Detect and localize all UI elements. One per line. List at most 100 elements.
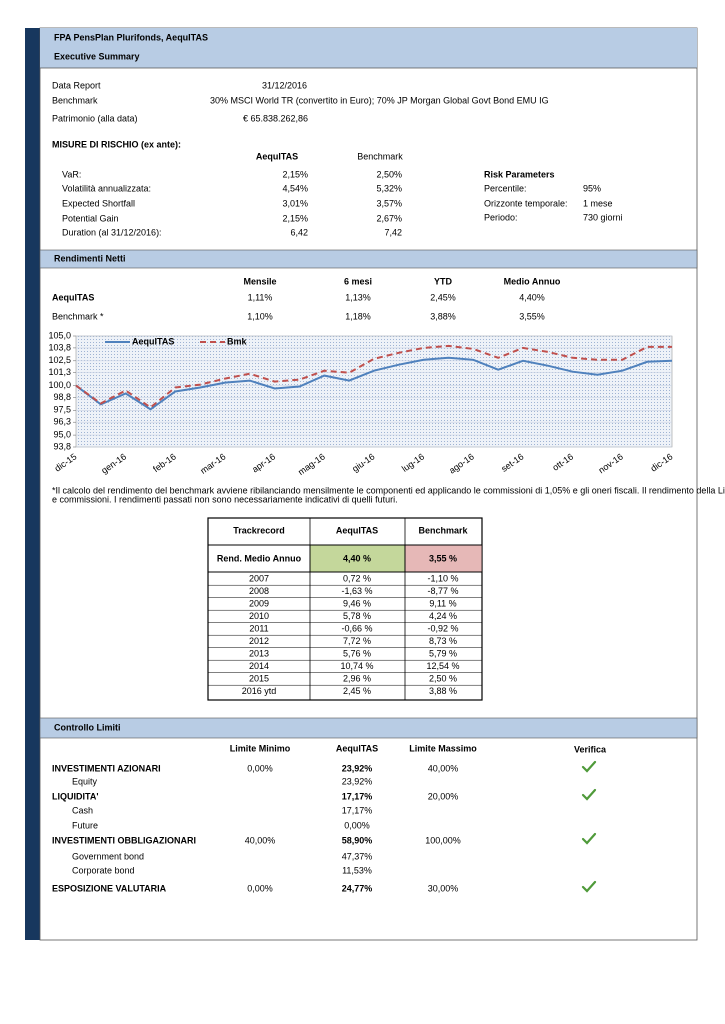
limit-min: 0,00% — [247, 763, 273, 773]
y-tick-label: 98,8 — [53, 392, 71, 402]
risk-label: Volatilità annualizzata: — [62, 183, 151, 193]
series-line — [75, 356, 673, 411]
table-cell: 2010 — [249, 611, 269, 621]
row-label: Benchmark * — [52, 311, 104, 321]
subtitle: Executive Summary — [54, 51, 140, 61]
parameter-label: Periodo: — [484, 212, 518, 222]
check-icon — [581, 788, 597, 801]
parameter-value: 1 mese — [583, 198, 613, 208]
side-bar — [25, 28, 40, 940]
table-header: Benchmark — [418, 525, 468, 535]
limit-max: 30,00% — [428, 883, 459, 893]
limit-sub-label: Future — [72, 820, 98, 830]
column-header: Verifica — [574, 744, 607, 754]
table-cell: 0,72 % — [343, 573, 371, 583]
table-cell: 9,46 % — [343, 598, 371, 608]
column-header: Limite Minimo — [230, 743, 291, 753]
x-tick-label: gen-16 — [99, 451, 128, 475]
limit-value: 58,90% — [342, 835, 373, 845]
y-tick-label: 97,5 — [53, 405, 71, 415]
risk-value: 3,57% — [376, 198, 402, 208]
table-cell: 2011 — [249, 623, 268, 633]
limit-max: 100,00% — [425, 835, 461, 845]
return-value: 1,13% — [345, 292, 371, 302]
table-cell: 2009 — [249, 598, 269, 608]
risk-title: MISURE DI RISCHIO (ex ante): — [52, 139, 181, 149]
limit-min: 40,00% — [245, 835, 276, 845]
limit-sub-value: 17,17% — [342, 805, 373, 815]
limit-label: INVESTIMENTI OBBLIGAZIONARI — [52, 835, 196, 845]
x-tick-label: set-16 — [499, 451, 525, 474]
info-label: Patrimonio (alla data) — [52, 113, 138, 123]
risk-value: 2,15% — [282, 213, 308, 223]
info-value: 31/12/2016 — [262, 80, 307, 90]
risk-label: Duration (al 31/12/2016): — [62, 227, 162, 237]
footnote: e commissioni. I rendimenti passati non … — [52, 494, 398, 504]
risk-value: 6,42 — [290, 227, 308, 237]
y-tick-label: 102,5 — [48, 355, 71, 365]
limit-min: 0,00% — [247, 883, 273, 893]
table-cell: 10,74 % — [340, 661, 373, 671]
x-tick-label: ott-16 — [551, 451, 576, 472]
limit-sub-value: 0,00% — [344, 820, 370, 830]
summary-cell-text: 4,40 % — [343, 553, 371, 563]
header-band — [40, 28, 697, 68]
column-header: Medio Annuo — [504, 276, 561, 286]
summary-cell-text: 3,55 % — [429, 553, 457, 563]
legend-label: Bmk — [227, 336, 248, 346]
column-header: AequITAS — [256, 151, 298, 161]
legend-label: AequITAS — [132, 336, 174, 346]
table-cell: -8,77 % — [427, 586, 458, 596]
x-tick-label: dic-16 — [649, 451, 675, 473]
risk-value: 2,15% — [282, 169, 308, 179]
x-tick-label: mag-16 — [296, 451, 327, 477]
table-cell: 2,45 % — [343, 686, 371, 696]
risk-label: Potential Gain — [62, 213, 119, 223]
parameter-label: Orizzonte temporale: — [484, 198, 568, 208]
y-tick-label: 93,8 — [53, 441, 71, 451]
table-cell: -1,10 % — [427, 573, 458, 583]
return-value: 1,11% — [248, 292, 273, 302]
title: FPA PensPlan Plurifonds, AequITAS — [54, 32, 208, 42]
table-cell: 2012 — [249, 636, 269, 646]
table-frame — [207, 517, 483, 701]
section-band — [39, 717, 698, 739]
limit-value: 17,17% — [342, 791, 373, 801]
y-tick-label: 105,0 — [48, 330, 71, 340]
y-tick-label: 96,3 — [53, 417, 71, 427]
section-band — [39, 249, 698, 269]
x-tick-label: lug-16 — [400, 451, 426, 474]
table-cell: 2007 — [249, 573, 269, 583]
table-cell: 8,73 % — [429, 636, 457, 646]
table-cell: 2015 — [249, 673, 269, 683]
risk-value: 3,01% — [282, 198, 308, 208]
table-cell: 2008 — [249, 586, 269, 596]
parameter-value: 95% — [583, 183, 601, 193]
table-cell: 2,50 % — [429, 673, 457, 683]
table-cell: 9,11 % — [429, 598, 456, 608]
parameter-label: Percentile: — [484, 183, 527, 193]
row-label: AequITAS — [52, 292, 94, 302]
limit-label: LIQUIDITA' — [52, 791, 98, 801]
table-cell: 5,76 % — [343, 648, 371, 658]
limit-sub-label: Cash — [72, 805, 93, 815]
limit-label: ESPOSIZIONE VALUTARIA — [52, 883, 167, 893]
x-tick-label: mar-16 — [198, 451, 227, 476]
section-title: Controllo Limiti — [54, 722, 121, 732]
limit-sub-value: 11,53% — [342, 865, 372, 875]
return-value: 1,10% — [247, 311, 273, 321]
column-header: Mensile — [243, 276, 276, 286]
y-tick-label: 103,8 — [48, 342, 71, 352]
limit-sub-label: Government bond — [72, 851, 144, 861]
column-header: Limite Massimo — [409, 743, 477, 753]
table-cell: 2014 — [249, 661, 269, 671]
table-cell: 7,72 % — [343, 636, 371, 646]
x-tick-label: ago-16 — [447, 451, 476, 475]
content-frame — [39, 27, 698, 941]
table-cell: 3,88 % — [429, 686, 457, 696]
return-value: 1,18% — [345, 311, 371, 321]
risk-parameters-title: Risk Parameters — [484, 169, 555, 179]
info-label: Benchmark — [52, 95, 98, 105]
limit-value: 24,77% — [342, 883, 373, 893]
risk-value: 2,67% — [376, 213, 402, 223]
